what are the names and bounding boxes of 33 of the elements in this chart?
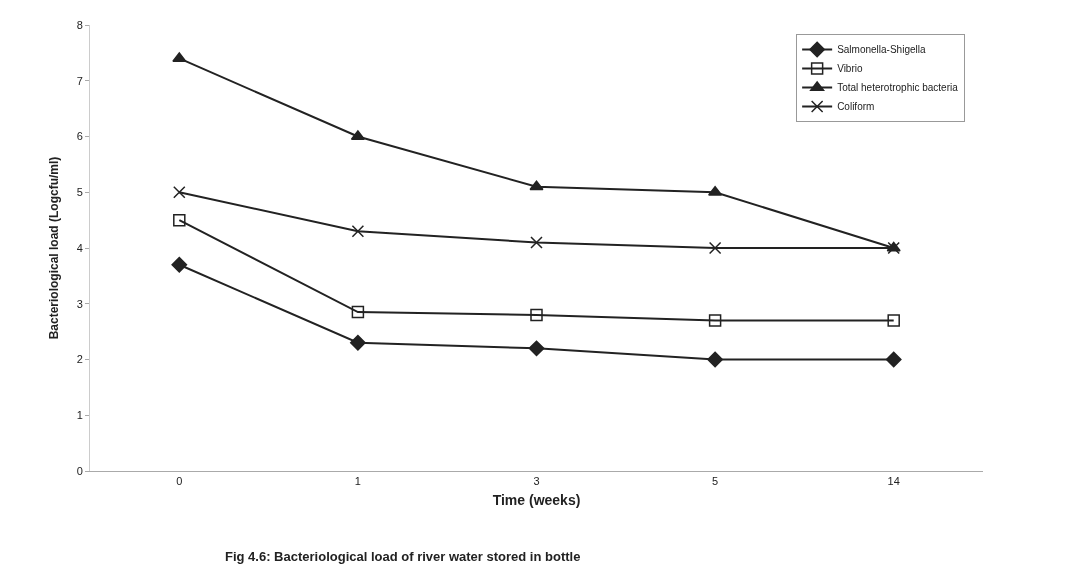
point bbox=[887, 314, 900, 327]
x-axis-title: Time (weeks) bbox=[492, 491, 581, 508]
point bbox=[173, 186, 186, 199]
y-tick-label: 6 bbox=[76, 130, 83, 143]
legend-label: Coliform bbox=[837, 101, 875, 113]
point bbox=[529, 180, 544, 191]
legend-label: Vibrio bbox=[837, 63, 863, 75]
point bbox=[707, 351, 723, 368]
x-tick-label: 0 bbox=[176, 475, 183, 488]
point bbox=[530, 308, 543, 322]
point bbox=[708, 314, 722, 327]
y-tick-label: 5 bbox=[76, 186, 83, 199]
point bbox=[351, 305, 365, 319]
x-tick-label: 1 bbox=[354, 475, 361, 488]
x-tick-label: 5 bbox=[712, 475, 719, 488]
y-tick-label: 8 bbox=[76, 18, 83, 31]
y-tick-label: 1 bbox=[76, 409, 83, 422]
point bbox=[173, 213, 186, 227]
y-tick-label: 4 bbox=[76, 241, 83, 254]
x-tick-label: 14 bbox=[887, 475, 900, 488]
point bbox=[885, 351, 902, 368]
y-axis-title: Bacteriological load (Logcfu/ml) bbox=[46, 156, 61, 340]
y-tick-label: 2 bbox=[76, 353, 83, 366]
point bbox=[528, 340, 545, 357]
y-tick-label: 7 bbox=[76, 74, 83, 87]
point bbox=[171, 256, 188, 273]
caption: Fig 4.6: Bacteriological load of river water stored in bottle bbox=[225, 549, 581, 564]
legend-label: Salmonella-Shigella bbox=[837, 44, 926, 56]
x-tick-label: 3 bbox=[533, 475, 540, 488]
y-tick-label: 0 bbox=[76, 464, 83, 477]
legend-label: Total heterotrophic bacteria bbox=[837, 82, 959, 94]
point bbox=[350, 334, 366, 351]
y-tick-label: 3 bbox=[76, 297, 83, 310]
